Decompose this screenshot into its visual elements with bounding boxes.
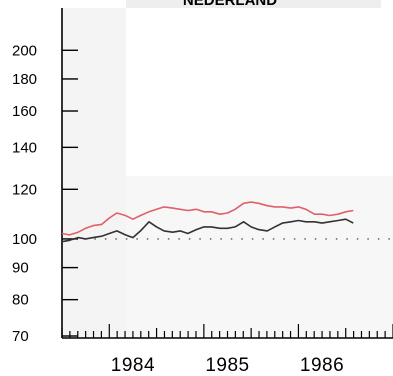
chart-title: NEDERLAND [183,0,277,9]
y-tick-label: 70 [12,328,29,345]
y-tick-label: 180 [12,71,37,88]
y-axis: 200 180 160 140 120 100 90 80 70 [12,8,78,345]
background-panel-right [126,176,393,338]
y-tick-label: 140 [12,139,37,156]
y-tick-label: 90 [12,260,29,277]
y-tick-label: 160 [12,103,37,120]
background-panel-left [62,8,126,338]
y-tick-label: 80 [12,292,29,309]
x-tick-label: 1986 [300,355,344,376]
series-layer [61,201,354,243]
series-line-1 [61,201,354,236]
background-panel-top [126,0,381,8]
x-tick-label: 1984 [111,355,155,376]
x-axis: 1984198519861987 [61,324,393,376]
y-tick-label: 100 [12,231,37,248]
series-line-2 [61,218,354,243]
y-tick-label: 120 [12,181,37,198]
y-tick-label: 200 [12,42,37,59]
x-tick-label: 1985 [205,355,249,376]
